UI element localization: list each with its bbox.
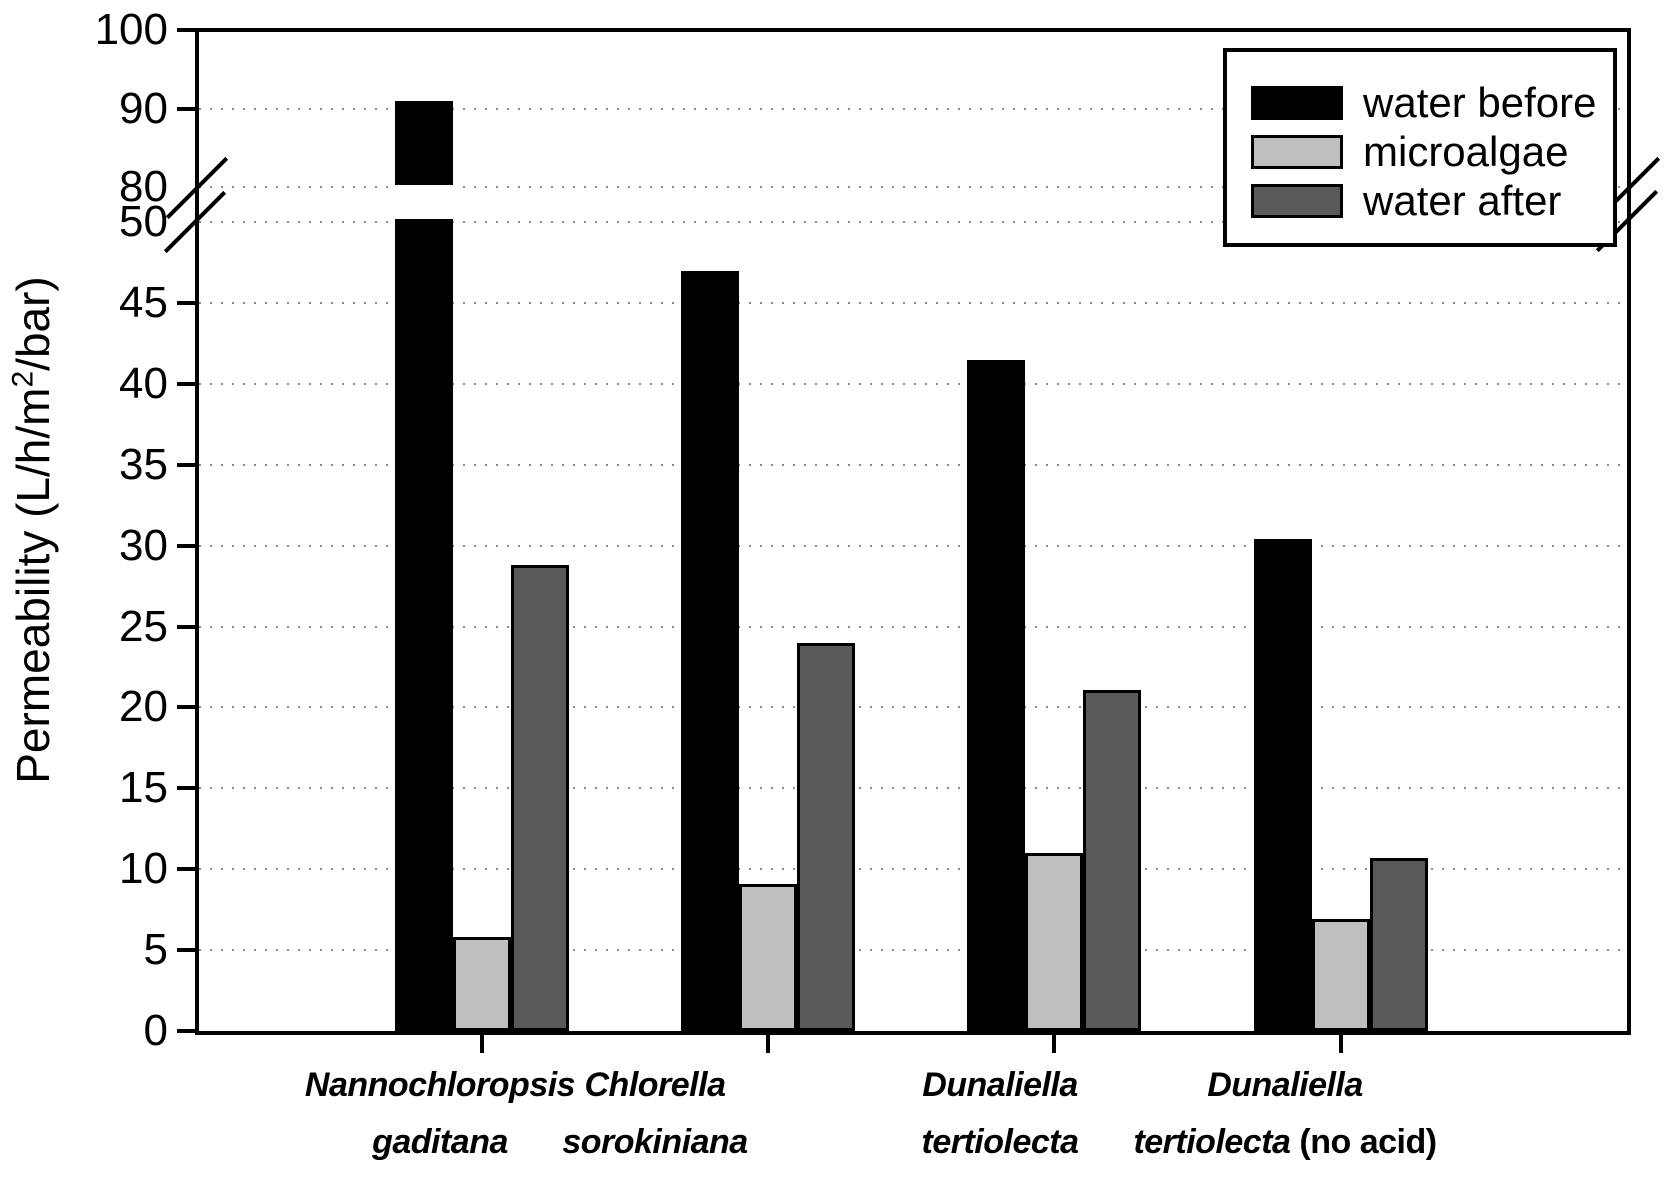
y-tick-label-40: 40 (119, 358, 168, 408)
y-tick-label-90: 90 (119, 83, 168, 133)
legend-swatch-water-before (1251, 86, 1343, 120)
x-label-line2-italic: tertiolecta (1133, 1123, 1291, 1161)
legend-label-water-before: water before (1363, 79, 1597, 126)
x-label-line1: Nannochloropsis (304, 1066, 576, 1104)
legend-row-water-before: water before (1251, 79, 1613, 126)
legend-row-water-after: water after (1251, 177, 1613, 224)
y-gridline-25 (199, 625, 1627, 628)
y-gridline-10 (199, 868, 1627, 871)
y-gridline-35 (199, 463, 1627, 466)
y-tick-label-30: 30 (119, 520, 168, 570)
x-label-dunaliella-tertiolecta: Dunaliella tertiolecta (770, 1063, 1230, 1177)
x-label-chlorella-sorokiniana: Chlorella sorokiniana (425, 1063, 885, 1177)
bar-water-after-3 (1370, 857, 1428, 1031)
y-tick-label-15: 15 (119, 763, 168, 813)
y-tick-100 (177, 28, 197, 32)
y-tick-label-20: 20 (119, 682, 168, 732)
x-tick-3 (1339, 1035, 1343, 1053)
y-axis-title-pre: Permeability (L/h/m (7, 387, 59, 784)
bar-microalgae-1 (739, 883, 797, 1031)
y-tick-90 (177, 106, 197, 111)
y-tick-15 (177, 786, 197, 791)
y-tick-35 (177, 462, 197, 467)
x-label-line1: Chlorella (584, 1066, 726, 1104)
y-gridline-45 (199, 301, 1627, 304)
y-tick-label-80: 80 (119, 162, 168, 211)
x-tick-0 (480, 1035, 484, 1053)
legend-label-microalgae: microalgae (1363, 128, 1569, 175)
y-tick-10 (177, 867, 197, 872)
y-tick-5 (177, 948, 197, 953)
axis-break-bar-gap-0 (393, 185, 455, 219)
y-tick-label-45: 45 (119, 277, 168, 327)
y-gridline-20 (199, 706, 1627, 709)
y-tick-label-0: 0 (143, 1006, 168, 1055)
legend-row-microalgae: microalgae (1251, 128, 1613, 175)
bar-water-before-0 (395, 100, 453, 1031)
y-tick-45 (177, 300, 197, 305)
y-gridline-5 (199, 949, 1627, 952)
x-label-line2-regular: (no acid) (1290, 1123, 1437, 1161)
y-tick-0 (177, 1029, 197, 1033)
bar-water-before-3 (1254, 539, 1312, 1031)
bar-microalgae-0 (453, 937, 511, 1031)
y-tick-30 (177, 543, 197, 548)
x-label-line2-italic: gaditana (372, 1123, 508, 1161)
bar-microalgae-3 (1312, 919, 1370, 1031)
bar-water-after-1 (797, 642, 855, 1031)
bar-water-before-2 (967, 359, 1025, 1031)
x-label-nannochloropsis-gaditana: Nannochloropsis gaditana (210, 1063, 670, 1177)
y-axis-title-post: /bar) (7, 276, 59, 371)
legend-swatch-microalgae (1251, 135, 1343, 169)
y-gridline-15 (199, 787, 1627, 790)
x-label-line1: Dunaliella (1207, 1066, 1363, 1104)
bar-water-before-1 (681, 270, 739, 1031)
bar-water-after-2 (1083, 689, 1141, 1031)
y-axis-title: Permeability (L/h/m2/bar) (6, 276, 60, 784)
legend-label-water-after: water after (1363, 177, 1562, 224)
y-tick-label-100: 100 (94, 5, 168, 54)
y-tick-label-5: 5 (143, 925, 168, 975)
y-gridline-40 (199, 382, 1627, 385)
x-label-line1: Dunaliella (922, 1066, 1078, 1104)
legend-swatch-water-after (1251, 184, 1343, 218)
y-tick-20 (177, 705, 197, 710)
x-tick-2 (1052, 1035, 1056, 1053)
y-tick-label-35: 35 (119, 439, 168, 489)
bar-water-after-0 (511, 565, 569, 1031)
y-gridline-80 (199, 186, 1627, 188)
x-label-dunaliella-tertiolecta-no-acid: Dunaliella tertiolecta (no acid) (1055, 1063, 1515, 1177)
y-gridline-30 (199, 544, 1627, 547)
bar-microalgae-2 (1025, 853, 1083, 1031)
x-label-line2-italic: tertiolecta (921, 1123, 1080, 1161)
y-gridline-90 (199, 107, 1627, 110)
y-axis-title-sup: 2 (6, 370, 40, 388)
x-tick-1 (766, 1035, 770, 1053)
y-tick-label-50: 50 (119, 197, 168, 246)
y-tick-label-25: 25 (119, 601, 168, 651)
y-tick-40 (177, 381, 197, 386)
axis-break-mark-left-upper (165, 156, 229, 220)
y-gridline-50 (199, 221, 1627, 223)
legend: water before microalgae water after (1223, 48, 1617, 247)
x-label-line2-italic: sorokiniana (562, 1123, 748, 1161)
y-tick-label-10: 10 (119, 844, 168, 894)
y-tick-25 (177, 624, 197, 629)
